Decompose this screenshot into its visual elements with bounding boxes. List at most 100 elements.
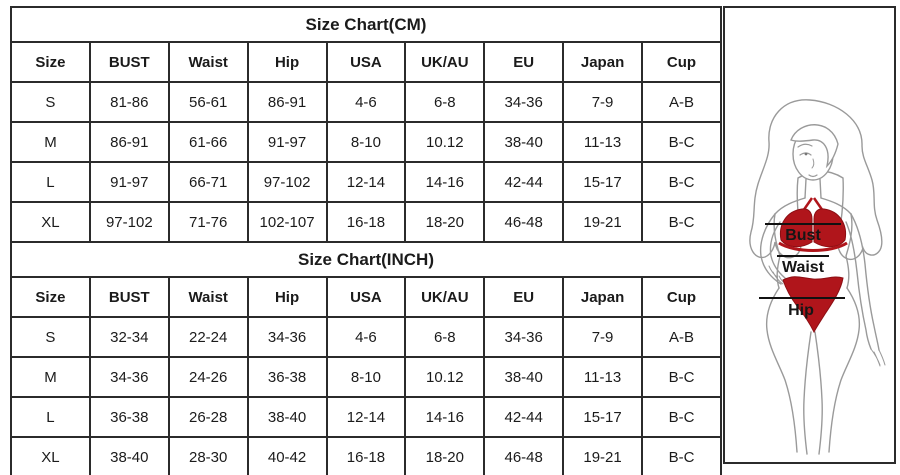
value-cell: 12-14 (325, 396, 407, 438)
table-title-row: Size Chart(CM) (10, 6, 722, 43)
value-cell: 11-13 (562, 356, 643, 398)
value-cell: 4-6 (325, 316, 407, 358)
value-cell: 36-38 (88, 396, 170, 438)
column-header: Waist (167, 276, 249, 318)
column-header: UK/AU (404, 276, 486, 318)
column-header: EU (483, 276, 565, 318)
value-cell: 16-18 (325, 201, 407, 243)
column-header: Size (10, 41, 91, 83)
table-title-row: Size Chart(INCH) (10, 241, 722, 278)
torso-right (845, 213, 853, 289)
value-cell: 36-38 (246, 356, 328, 398)
value-cell: 28-30 (167, 436, 249, 475)
value-cell: 22-24 (167, 316, 249, 358)
value-cell: 24-26 (167, 356, 249, 398)
inner-leg-left (803, 331, 812, 455)
size-chart-table: Size Chart(CM) Size BUST Waist Hip USA UK/AU EU… (10, 6, 722, 475)
value-cell: 38-40 (483, 356, 565, 398)
table-row: M 86-91 61-66 91-97 8-10 10.12 38-40 11-13 B-C (10, 121, 722, 163)
value-cell: 14-16 (404, 396, 486, 438)
table-row: L 36-38 26-28 38-40 12-14 14-16 42-44 15-17 B-C (10, 396, 722, 438)
value-cell: 86-91 (246, 81, 328, 123)
value-cell: 10.12 (404, 121, 486, 163)
value-cell: 34-36 (88, 356, 170, 398)
column-header: Waist (167, 41, 249, 83)
measurement-lines-group (759, 223, 845, 299)
column-header: Size (10, 276, 91, 318)
table-title: Size Chart(CM) (10, 6, 722, 43)
size-cell: M (10, 121, 91, 163)
value-cell: 38-40 (88, 436, 170, 475)
value-cell: 97-102 (88, 201, 170, 243)
value-cell: 46-48 (483, 436, 565, 475)
bikini-group (778, 197, 848, 334)
table-row: XL 97-102 71-76 102-107 16-18 18-20 46-48 19-21… (10, 201, 722, 243)
value-cell: 32-34 (88, 316, 170, 358)
value-cell: B-C (641, 436, 722, 475)
value-cell: 18-20 (404, 436, 486, 475)
value-cell: 91-97 (246, 121, 328, 163)
column-header-row: Size BUST Waist Hip USA UK/AU EU Japan Cup (10, 276, 722, 318)
bikini-bottom (782, 276, 844, 334)
eyebrow (797, 143, 813, 148)
value-cell: 8-10 (325, 356, 407, 398)
size-cell: L (10, 161, 91, 203)
value-cell: 34-36 (483, 81, 565, 123)
value-cell: 6-8 (404, 81, 486, 123)
size-chart-table-body: Size Chart(CM) Size BUST Waist Hip USA UK/AU EU… (10, 6, 722, 475)
hip-leg-left (765, 287, 798, 453)
nose (811, 158, 815, 169)
size-cell: XL (10, 436, 91, 475)
figure-outline-group (749, 99, 886, 455)
value-cell: 91-97 (88, 161, 170, 203)
value-cell: 16-18 (325, 436, 407, 475)
hip-leg-right (828, 287, 861, 453)
size-cell: M (10, 356, 91, 398)
value-cell: 6-8 (404, 316, 486, 358)
measurement-labels-group: Bust Waist Hip (782, 227, 825, 319)
bust-label: Bust (785, 227, 821, 244)
value-cell: 42-44 (483, 161, 565, 203)
column-header: EU (483, 41, 565, 83)
bikini-underband (778, 241, 848, 252)
value-cell: 34-36 (246, 316, 328, 358)
table-row: M 34-36 24-26 36-38 8-10 10.12 38-40 11-13 B-C (10, 356, 722, 398)
value-cell: 86-91 (88, 121, 170, 163)
table-row: S 32-34 22-24 34-36 4-6 6-8 34-36 7-9 A-B (10, 316, 722, 358)
value-cell: 66-71 (167, 161, 249, 203)
table-row: XL 38-40 28-30 40-42 16-18 18-20 46-48 19-21 B-C (10, 436, 722, 475)
value-cell: 102-107 (246, 201, 328, 243)
column-header: USA (325, 276, 407, 318)
column-header: USA (325, 41, 407, 83)
value-cell: 56-61 (167, 81, 249, 123)
arm-left-inner (769, 221, 786, 279)
column-header-row: Size BUST Waist Hip USA UK/AU EU Japan Cup (10, 41, 722, 83)
mouth (808, 174, 818, 178)
size-cell: S (10, 81, 91, 123)
value-cell: 19-21 (562, 436, 643, 475)
value-cell: 46-48 (483, 201, 565, 243)
inner-leg-right (814, 331, 823, 455)
measurement-figure-panel: Bust Waist Hip (723, 6, 896, 464)
value-cell: 15-17 (562, 396, 643, 438)
column-header: Hip (246, 41, 328, 83)
shoulders (774, 197, 852, 215)
bikini-cup-right (813, 208, 847, 248)
value-cell: 34-36 (483, 316, 565, 358)
value-cell: A-B (641, 81, 722, 123)
hip-label: Hip (788, 302, 814, 319)
eye-pupil (804, 152, 808, 156)
hand-right-fingers (870, 348, 886, 367)
value-cell: 40-42 (246, 436, 328, 475)
value-cell: 81-86 (88, 81, 170, 123)
size-cell: S (10, 316, 91, 358)
value-cell: 26-28 (167, 396, 249, 438)
column-header: Japan (562, 41, 643, 83)
table-row: L 91-97 66-71 97-102 12-14 14-16 42-44 15-17 B-C (10, 161, 722, 203)
value-cell: 11-13 (562, 121, 643, 163)
value-cell: B-C (641, 121, 722, 163)
neck (804, 178, 822, 199)
value-cell: A-B (641, 316, 722, 358)
value-cell: 18-20 (404, 201, 486, 243)
arm-right-outer (850, 213, 880, 351)
